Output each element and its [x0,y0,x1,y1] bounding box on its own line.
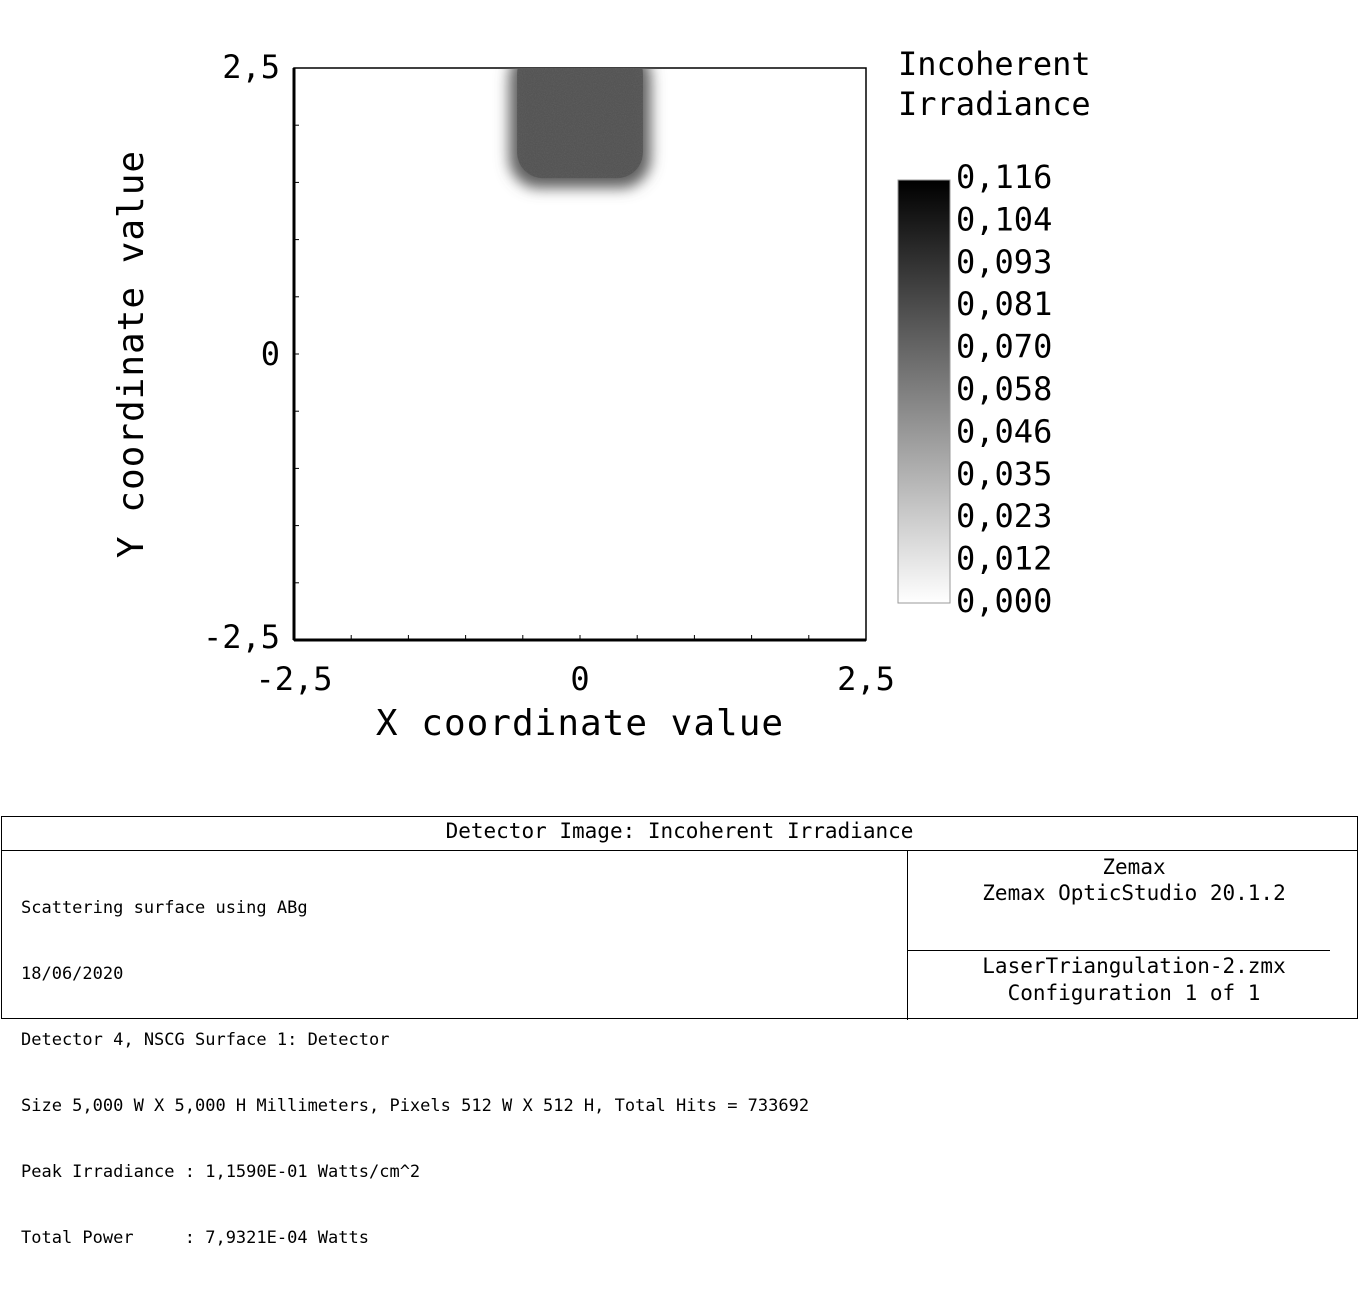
minor-ticks [293,67,867,641]
colorbar-tick-label: 0,000 [956,582,1052,620]
info-product-panel: Zemax Zemax OpticStudio 20.1.2 LaserTria… [907,850,1359,1020]
company-name: Zemax [1102,855,1166,879]
info-divider [908,950,1330,951]
info-line: Peak Irradiance : 1,1590E-01 Watts/cm^2 [21,1162,421,1182]
colorbar-tick-label: 0,081 [956,285,1052,323]
y-axis-title: Y coordinate value [111,150,152,558]
heatmap-layer [509,68,651,189]
colorbar [897,179,951,604]
x-tick-label-mid: 0 [570,660,589,698]
y-tick-label-mid: 0 [261,335,280,373]
colorbar-tick-label: 0,058 [956,370,1052,408]
y-tick-label-bottom: -2,5 [203,618,280,656]
colorbar-tick-label: 0,070 [956,328,1052,366]
legend-title-line-2: Irradiance [898,85,1091,123]
colorbar-tick-label: 0,104 [956,200,1052,238]
info-file: LaserTriangulation-2.zmx Configuration 1… [908,953,1359,1007]
product-name: Zemax OpticStudio 20.1.2 [982,881,1286,905]
colorbar-tick-label: 0,116 [956,158,1052,196]
x-tick-label-left: -2,5 [255,660,332,698]
colorbar-tick-label: 0,023 [956,497,1052,535]
configuration-label: Configuration 1 of 1 [1007,981,1261,1005]
colorbar-tick-label: 0,046 [956,412,1052,450]
colorbar-tick-label: 0,012 [956,540,1052,578]
colorbar-tick-label: 0,093 [956,243,1052,281]
info-product: Zemax Zemax OpticStudio 20.1.2 [908,850,1359,950]
info-header: Detector Image: Incoherent Irradiance [2,817,1357,851]
x-tick-label-right: 2,5 [837,660,895,698]
x-axis-title: X coordinate value [376,703,784,744]
info-line: Total Power : 7,9321E-04 Watts [21,1228,369,1248]
info-details: Scattering surface using ABg 18/06/2020 … [21,853,901,1293]
info-line: Detector 4, NSCG Surface 1: Detector [21,1030,390,1050]
colorbar-labels: 0,116 0,104 0,093 0,081 0,070 0,058 0,046 0,035… [956,158,1052,620]
info-panel: Detector Image: Incoherent Irradiance Sc… [1,816,1359,1248]
y-tick-label-top: 2,5 [222,48,280,86]
colorbar-tick-label: 0,035 [956,455,1052,493]
file-name: LaserTriangulation-2.zmx [982,954,1286,978]
info-line: Scattering surface using ABg [21,898,308,918]
detector-chart: 2,5 0 -2,5 -2,5 0 2,5 X coordinate value… [111,45,1091,744]
irradiance-spot-grain [517,68,643,179]
info-line: Size 5,000 W X 5,000 H Millimeters, Pixe… [21,1096,810,1116]
info-line: 18/06/2020 [21,964,124,984]
legend-title-line-1: Incoherent [898,45,1091,83]
